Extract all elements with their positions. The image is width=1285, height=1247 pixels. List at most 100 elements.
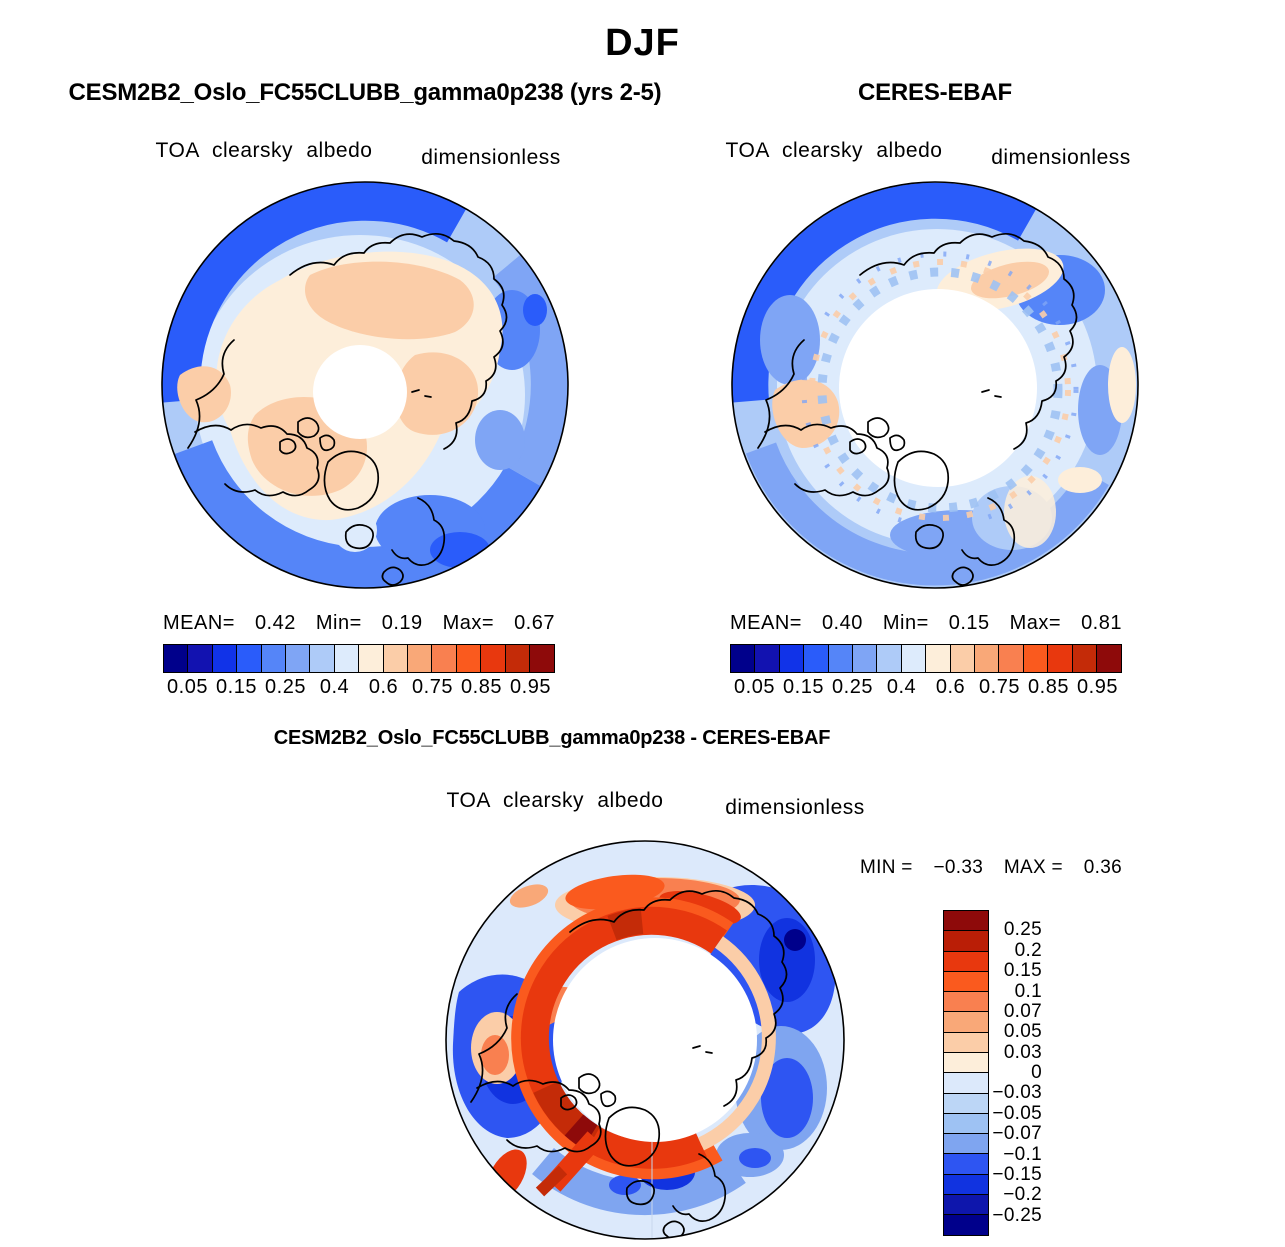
max-label: Max=	[1009, 612, 1062, 634]
tick-label: 0.15	[783, 676, 824, 698]
tick-label: 0.25	[832, 676, 873, 698]
figure-title: DJF	[605, 22, 680, 64]
colorbar-cell	[455, 644, 482, 673]
mean-value: 0.40	[821, 612, 863, 634]
colorbar-cell	[163, 644, 189, 673]
colorbar-cell	[358, 644, 385, 673]
colorbar-cell	[504, 644, 531, 673]
tick-label: 0.05	[167, 676, 208, 698]
min-label: MIN =	[860, 857, 913, 878]
tick-label: −0.15	[992, 1163, 1042, 1185]
diff-stats: MIN = −0.33 MAX = 0.36	[860, 857, 1122, 879]
tick-label: 0.15	[216, 676, 257, 698]
diff-colorbar-ticks: 0.25 0.2 0.15 0.1 0.07 0.05 0.03 0 −0.03 −0.05 −0.…	[978, 910, 1042, 1236]
tick-label: 0.95	[1077, 676, 1118, 698]
tick-label: −0.07	[992, 1123, 1042, 1145]
mean-label: MEAN=	[163, 612, 235, 634]
max-value: 0.67	[514, 612, 555, 634]
colorbar-cell	[754, 644, 781, 673]
diff-map-fill	[446, 841, 844, 1239]
obs-colorbar-ticks: 0.05 0.15 0.25 0.4 0.6 0.75 0.85 0.95	[730, 676, 1122, 702]
diff-units-label: dimensionless	[725, 796, 865, 819]
model-stats: MEAN= 0.42 Min= 0.19 Max= 0.67	[163, 612, 555, 635]
tick-label: 0.07	[1003, 1000, 1042, 1022]
tick-label: 0.6	[935, 676, 966, 698]
max-label: Max=	[442, 612, 495, 634]
tick-label: −0.03	[992, 1082, 1042, 1104]
colorbar-cell	[333, 644, 360, 673]
polar-mask	[839, 289, 1037, 487]
tick-label: 0.05	[734, 676, 775, 698]
model-map-fill	[162, 182, 568, 588]
map-boundary	[445, 840, 845, 1240]
colorbar-cell	[382, 644, 409, 673]
min-value: 0.19	[381, 612, 423, 634]
diff-colorbar	[943, 910, 989, 1237]
tick-label: 0.2	[1014, 939, 1042, 961]
tick-label: 0.1	[1014, 980, 1042, 1002]
tick-label: 0.85	[1028, 676, 1069, 698]
colorbar-cell	[1071, 644, 1098, 673]
min-label: Min=	[882, 612, 929, 634]
colorbar-cell	[900, 644, 927, 673]
coastlines	[187, 232, 508, 586]
tick-label: 0.05	[1003, 1021, 1042, 1043]
diff-map	[445, 840, 845, 1240]
colorbar-cell	[778, 644, 805, 673]
tick-label: 0.4	[886, 676, 917, 698]
max-value: 0.36	[1083, 857, 1122, 878]
colorbar-cell	[803, 644, 830, 673]
colorbar-cell	[285, 644, 312, 673]
colorbar-cell	[998, 644, 1025, 673]
tick-label: −0.1	[1003, 1143, 1042, 1165]
min-label: Min=	[315, 612, 362, 634]
model-map	[161, 181, 569, 589]
tick-label: −0.25	[992, 1204, 1042, 1226]
diff-panel-header: CESM2B2_Oslo_FC55CLUBB_gamma0p238 - CERE…	[273, 727, 831, 749]
min-value: 0.15	[948, 612, 990, 634]
coastlines	[470, 889, 788, 1239]
model-units-label: dimensionless	[421, 146, 561, 169]
colorbar-cell	[827, 644, 854, 673]
mean-label: MEAN=	[730, 612, 802, 634]
colorbar-cell	[309, 644, 336, 673]
tick-label: 0.85	[461, 676, 502, 698]
colorbar-cell	[974, 644, 1001, 673]
mean-value: 0.42	[254, 612, 296, 634]
colorbar-cell	[187, 644, 214, 673]
tick-label: −0.05	[992, 1102, 1042, 1124]
tick-label: 0.25	[1003, 919, 1042, 941]
tick-label: 0	[1031, 1062, 1042, 1083]
tick-label: 0.6	[368, 676, 399, 698]
colorbar-cell	[1047, 644, 1074, 673]
colorbar-cell	[730, 644, 756, 673]
model-panel-header: CESM2B2_Oslo_FC55CLUBB_gamma0p238 (yrs 2…	[68, 79, 662, 106]
tick-label: −0.2	[1003, 1184, 1042, 1206]
model-field-label: TOA clearsky albedo	[155, 139, 373, 162]
model-colorbar	[163, 644, 556, 673]
max-label: MAX =	[1003, 857, 1063, 878]
obs-stats: MEAN= 0.40 Min= 0.15 Max= 0.81	[730, 612, 1122, 635]
tick-label: 0.95	[510, 676, 551, 698]
colorbar-cell	[852, 644, 879, 673]
colorbar-cell	[211, 644, 238, 673]
tick-label: 0.75	[979, 676, 1020, 698]
min-value: −0.33	[933, 857, 984, 878]
coastlines	[757, 232, 1078, 586]
model-colorbar-ticks: 0.05 0.15 0.25 0.4 0.6 0.75 0.85 0.95	[163, 676, 555, 702]
obs-panel-header: CERES-EBAF	[857, 79, 1012, 106]
diff-field-label: TOA clearsky albedo	[446, 789, 664, 812]
colorbar-cell	[260, 644, 287, 673]
colorbar-cell	[529, 644, 556, 673]
map-boundary	[731, 181, 1139, 589]
tick-label: 0.75	[412, 676, 453, 698]
map-boundary	[161, 181, 569, 589]
colorbar-cell	[949, 644, 976, 673]
colorbar-cell	[925, 644, 952, 673]
colorbar-cell	[236, 644, 263, 673]
tick-label: 0.03	[1003, 1041, 1042, 1063]
colorbar-cell	[407, 644, 434, 673]
polar-mask	[553, 938, 757, 1142]
colorbar-cell	[1022, 644, 1049, 673]
